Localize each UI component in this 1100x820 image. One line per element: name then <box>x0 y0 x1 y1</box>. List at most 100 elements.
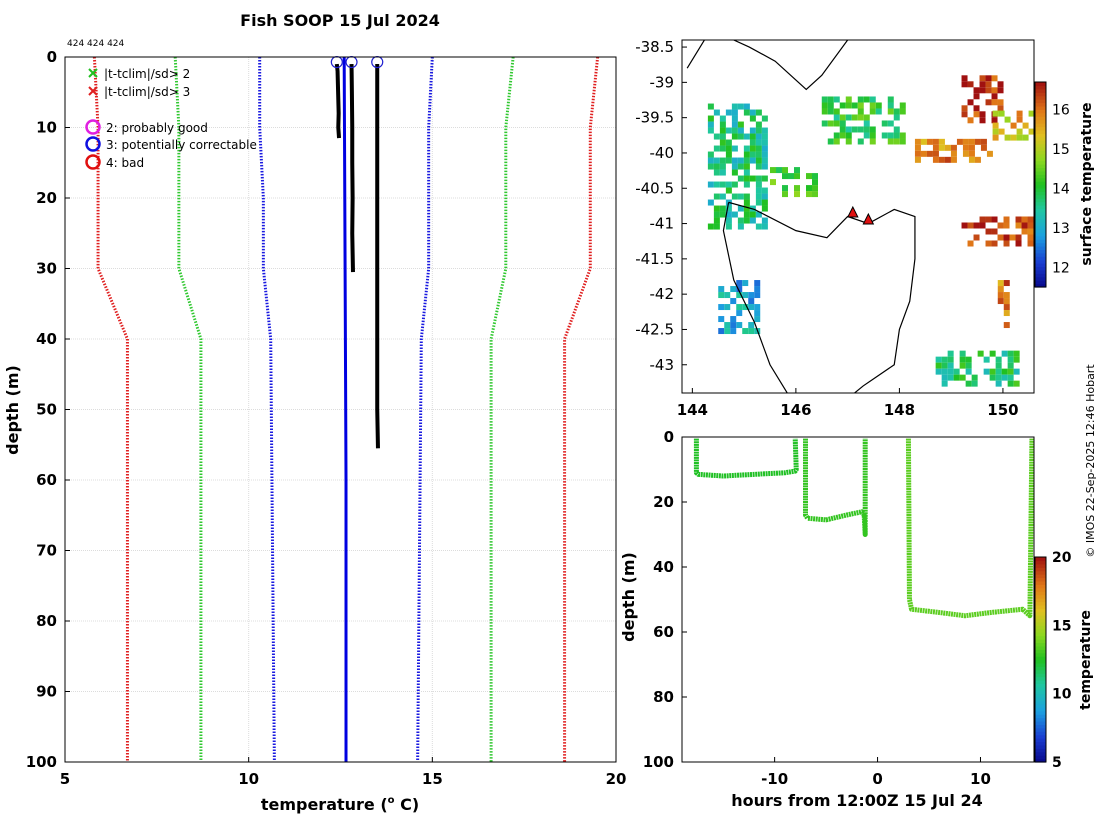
map-sst-pixel <box>782 167 788 174</box>
profile-ytick-label: 100 <box>26 753 57 771</box>
legend-label: |t-tclim|/sd> 3 <box>104 85 190 99</box>
map-sst-pixel <box>1003 240 1010 247</box>
timeseries-colorbar-swatch <box>1035 680 1046 685</box>
timeseries-colorbar-swatch <box>1035 625 1046 630</box>
map-sst-pixel <box>719 145 726 152</box>
map-sst-pixel <box>971 380 978 387</box>
timeseries-colorbar-tick-label: 10 <box>1052 687 1072 703</box>
map-sst-pixel <box>731 121 738 128</box>
map-track-marker <box>862 212 875 225</box>
map-colorbar-swatch <box>1035 222 1046 227</box>
map-sst-pixel <box>1010 122 1017 129</box>
profile-ytick-label: 10 <box>36 119 57 137</box>
map-track-marker <box>847 205 859 218</box>
map-sst-pixel <box>731 157 738 164</box>
map-colorbar-swatch <box>1035 232 1046 237</box>
map-sst-pixel <box>719 205 726 212</box>
profile-subtitle: 424 424 424 <box>67 39 125 49</box>
map-colorbar-swatch <box>1035 211 1046 216</box>
map-colorbar-swatch <box>1035 225 1046 230</box>
map-sst-pixel <box>887 132 894 139</box>
map-sst-pixel <box>755 193 762 200</box>
map-sst-pixel <box>985 240 992 247</box>
map-colorbar-swatch <box>1035 276 1046 281</box>
map-sst-pixel <box>995 380 1002 387</box>
map-sst-pixel <box>997 234 1004 241</box>
map-colorbar-swatch <box>1035 242 1046 247</box>
map-xtick-label: 150 <box>987 401 1018 419</box>
timeseries-colorbar-swatch <box>1035 584 1046 589</box>
map-sst-pixel <box>730 298 737 305</box>
map-sst-pixel <box>991 117 998 124</box>
map-sst-pixel <box>743 109 750 116</box>
map-sst-pixel <box>935 368 942 375</box>
map-sst-pixel <box>941 362 948 369</box>
map-sst-pixel <box>1027 222 1034 229</box>
map-colorbar-swatch <box>1035 102 1046 107</box>
map-sst-pixel <box>806 185 812 192</box>
map-colorbar-swatch <box>1035 160 1046 165</box>
timeseries-ytick-label: 60 <box>653 623 674 641</box>
map-colorbar-swatch <box>1035 88 1046 93</box>
map-sst-pixel <box>1016 116 1023 123</box>
map-colorbar-swatch <box>1035 235 1046 240</box>
map-sst-pixel <box>959 374 966 381</box>
map-sst-pixel <box>1007 380 1014 387</box>
map-sst-pixel <box>991 75 998 82</box>
map-sst-pixel <box>973 111 980 118</box>
timeseries-colorbar-swatch <box>1035 615 1046 620</box>
credit-text: © IMOS 22-Sep-2025 12:46 Hobart <box>1084 364 1097 558</box>
profile-casts <box>334 63 380 449</box>
map-sst-pixel <box>1015 240 1022 247</box>
map-sst-pixel <box>725 187 732 194</box>
timeseries-colorbar-swatch <box>1035 577 1046 582</box>
timeseries-colorbar-swatch <box>1035 652 1046 657</box>
map-sst-pixel <box>1004 134 1011 141</box>
map-sst-pixel <box>749 157 756 164</box>
map-sst-pixel <box>731 181 738 188</box>
map-sst-pixel <box>827 108 834 115</box>
profile-clim-line <box>489 56 515 762</box>
map-sst-pixel <box>968 150 975 157</box>
map-sst-pixel <box>947 368 954 375</box>
map-sst-pixel <box>893 132 900 139</box>
legend-cross-icon <box>88 86 98 96</box>
map-sst-pixel <box>707 127 714 134</box>
timeseries-colorbar: 5 10 15 20 <box>1034 550 1072 771</box>
map-sst-pixel <box>863 120 870 127</box>
map-colorbar-swatch <box>1035 105 1046 110</box>
map-colorbar-tick-label: 13 <box>1052 221 1070 237</box>
map-sst-pixel <box>973 93 980 100</box>
map-sst-pixel <box>961 75 968 82</box>
map-colorbar-tick-label: 14 <box>1052 181 1070 197</box>
map-sst-pixel <box>707 163 714 170</box>
map-sst-pixel <box>724 304 731 311</box>
map-sst-pixel <box>731 127 738 134</box>
map-sst-pixel <box>761 127 768 134</box>
map-sst-pixel <box>833 132 840 139</box>
map-sst-pixel <box>857 96 864 103</box>
map-sst-pixel <box>997 222 1004 229</box>
timeseries-colorbar-swatch <box>1035 557 1046 562</box>
map-sst-pixel <box>725 145 732 152</box>
map-sst-pixel <box>713 145 720 152</box>
map-sst-pixel <box>961 111 968 118</box>
map-colorbar-label: surface temperature <box>1079 102 1095 265</box>
map-sst-pixel <box>713 157 720 164</box>
timeseries-colorbar-swatch <box>1035 734 1046 739</box>
map-sst-pixel <box>947 362 954 369</box>
map-sst-pixel <box>899 138 906 145</box>
map-sst-pixel <box>869 108 876 115</box>
timeseries-colorbar-swatch <box>1035 598 1046 603</box>
map-sst-pixel <box>1016 134 1023 141</box>
map-colorbar-swatch <box>1035 201 1046 206</box>
map-sst-pixel <box>743 199 750 206</box>
map-ytick-label: -41.5 <box>635 250 674 268</box>
map-colorbar-swatch <box>1035 146 1046 151</box>
map-sst-pixel <box>821 102 828 109</box>
map-sst-pixel <box>788 173 794 180</box>
map-sst-pixel <box>950 150 957 157</box>
map-sst-pixel <box>743 193 750 200</box>
map-colorbar-swatch <box>1035 184 1046 189</box>
map-sst-pixel <box>1027 228 1034 235</box>
